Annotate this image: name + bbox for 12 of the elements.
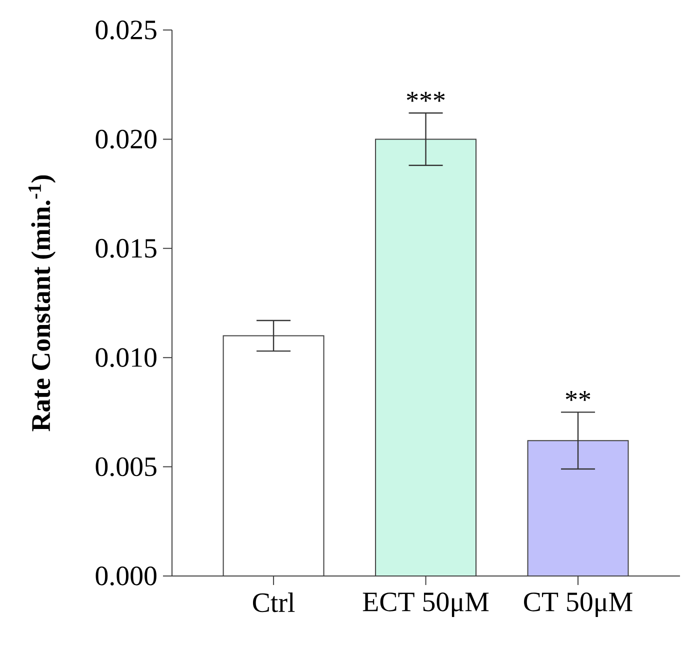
y-axis-title: Rate Constant (min.$^{-1}$) [28,175,56,432]
x-tick-label: CT 50μM [524,592,632,618]
y-tick-label: 0.020 [96,130,156,149]
annotation: *** [406,92,445,102]
y-tick-label: 0.000 [96,566,156,586]
y-tick-label: 0.015 [96,238,156,258]
x-tick-label: Ctrl [252,592,295,612]
y-tick-label: 0.010 [96,348,156,368]
y-tick-label: 0.025 [96,20,156,40]
annotation: ** [566,391,590,401]
y-tick-label: 0.005 [96,457,156,476]
x-tick-label: ECT 50μM [362,592,489,618]
